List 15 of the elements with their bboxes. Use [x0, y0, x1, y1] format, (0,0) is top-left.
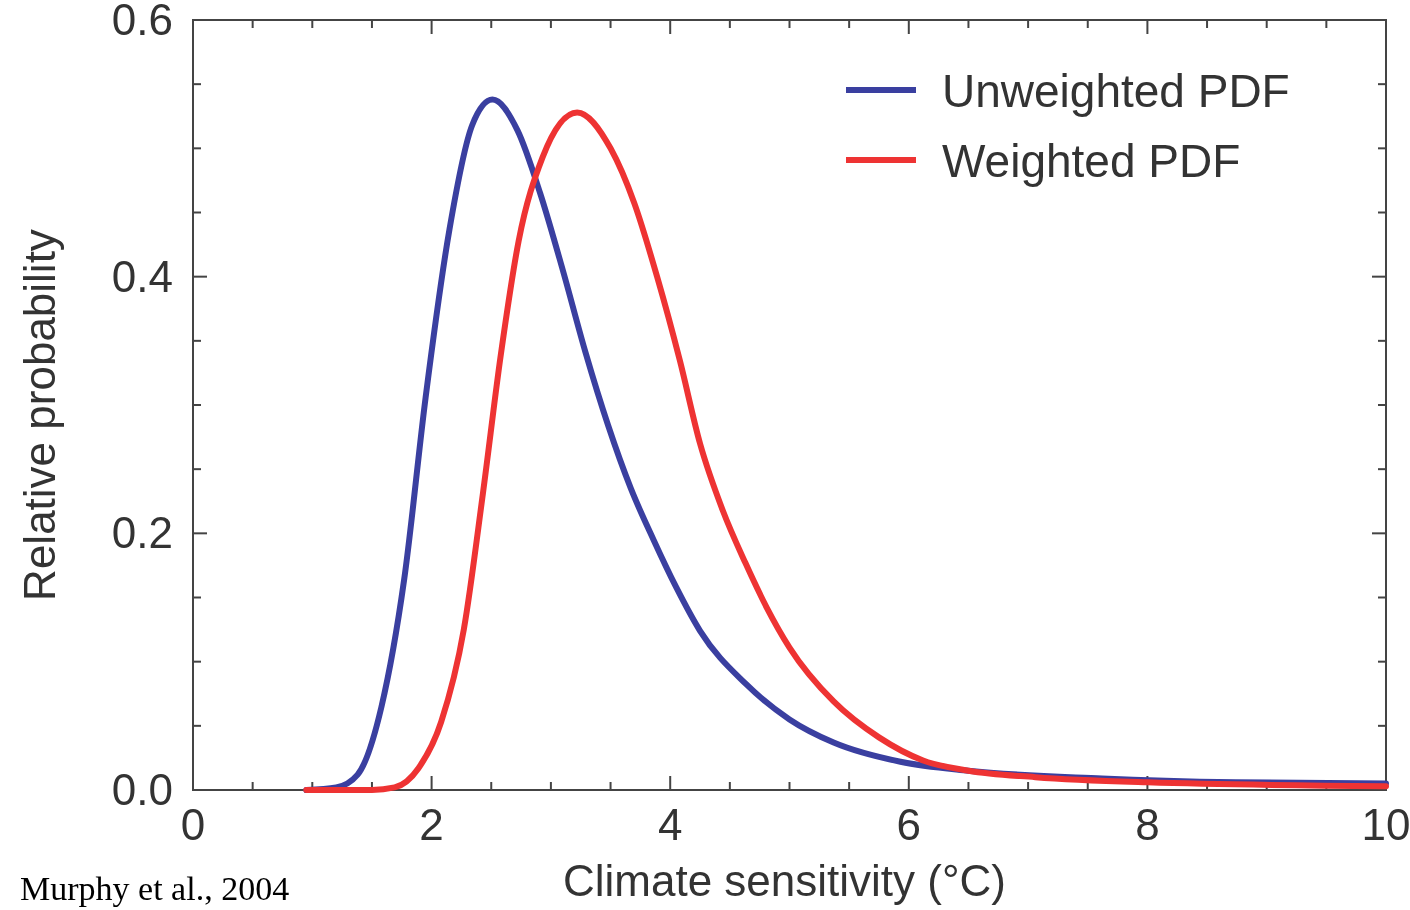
legend-label: Weighted PDF — [942, 135, 1241, 187]
x-axis-title: Climate sensitivity (°C) — [563, 856, 1006, 905]
x-tick-label: 6 — [896, 800, 922, 849]
x-tick-label: 0 — [180, 800, 206, 849]
x-tick-label: 8 — [1135, 800, 1160, 849]
y-tick-label: 0.6 — [111, 0, 173, 44]
x-tick-label: 4 — [657, 800, 683, 849]
y-axis-title: Relative probability — [15, 229, 64, 601]
y-tick-label: 0.4 — [111, 251, 173, 301]
legend-label: Unweighted PDF — [942, 65, 1290, 117]
y-tick-label: 0.2 — [111, 508, 173, 558]
x-tick-label: 10 — [1361, 800, 1410, 849]
text: Murphy et al., 2004 — [20, 870, 290, 907]
y-tick-label: 0.0 — [111, 765, 173, 814]
x-tick-label: 2 — [419, 800, 444, 849]
